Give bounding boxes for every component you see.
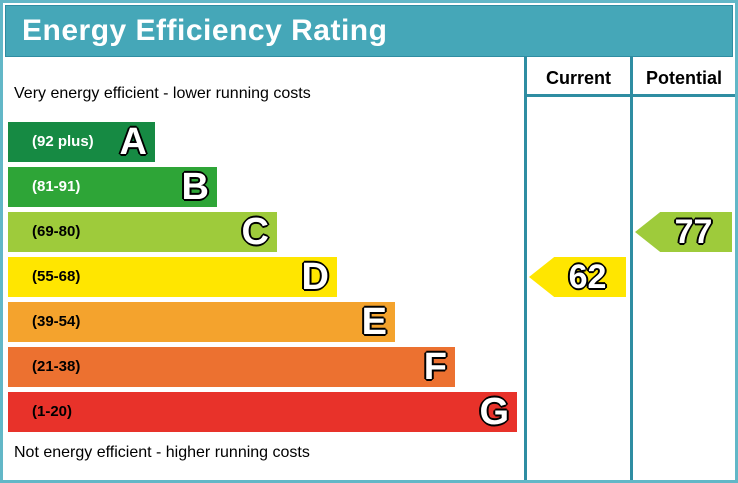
band-range-label: (21-38) [32,358,81,375]
page-title-banner: Energy Efficiency Rating [5,5,733,57]
band-range-label: (55-68) [32,268,81,285]
band-row-g: (1-20) G [8,392,517,432]
band-row-d: (55-68) D [8,257,337,297]
band-row-b: (81-91) B [8,167,217,207]
current-rating-arrow: 62 [529,257,626,297]
page-title: Energy Efficiency Rating [22,14,388,47]
band-row-a: (92 plus) A [8,122,155,162]
band-range-label: (39-54) [32,313,81,330]
band-row-c: (69-80) C [8,212,277,252]
potential-rating-value: 77 [674,212,713,251]
band-row-f: (21-38) F [8,347,455,387]
band-range-label: (81-91) [32,178,81,195]
band-letter: A [119,121,147,163]
bottom-caption: Not energy efficient - higher running co… [14,444,310,461]
potential-rating-arrow: 77 [635,212,732,252]
band-range-label: (1-20) [32,403,73,420]
potential-column-left-divider [630,57,633,480]
potential-column-header: Potential [645,68,722,88]
band-range-label: (69-80) [32,223,81,240]
column-header-underline [524,94,735,97]
band-row-e: (39-54) E [8,302,395,342]
band-letter: B [181,166,209,208]
band-letter: G [479,391,509,433]
band-letter: E [361,301,387,343]
current-column-left-divider [524,57,527,480]
band-range-label: (92 plus) [32,133,94,150]
current-rating-value: 62 [568,257,607,296]
band-letter: D [301,256,329,298]
top-caption: Very energy efficient - lower running co… [14,85,311,102]
band-letter: F [423,346,447,388]
band-letter: C [241,211,269,253]
current-column-header: Current [545,68,611,88]
